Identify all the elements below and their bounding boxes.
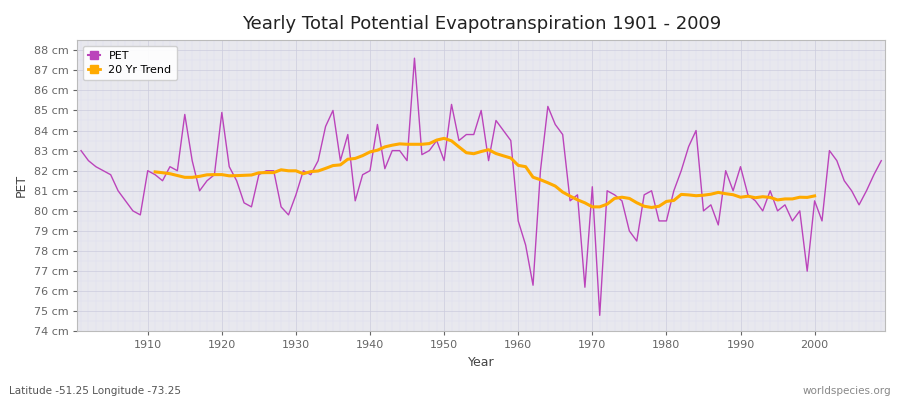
Text: Latitude -51.25 Longitude -73.25: Latitude -51.25 Longitude -73.25 — [9, 386, 181, 396]
Legend: PET, 20 Yr Trend: PET, 20 Yr Trend — [83, 46, 177, 80]
Text: worldspecies.org: worldspecies.org — [803, 386, 891, 396]
Title: Yearly Total Potential Evapotranspiration 1901 - 2009: Yearly Total Potential Evapotranspiratio… — [241, 15, 721, 33]
Y-axis label: PET: PET — [15, 174, 28, 197]
X-axis label: Year: Year — [468, 356, 494, 369]
